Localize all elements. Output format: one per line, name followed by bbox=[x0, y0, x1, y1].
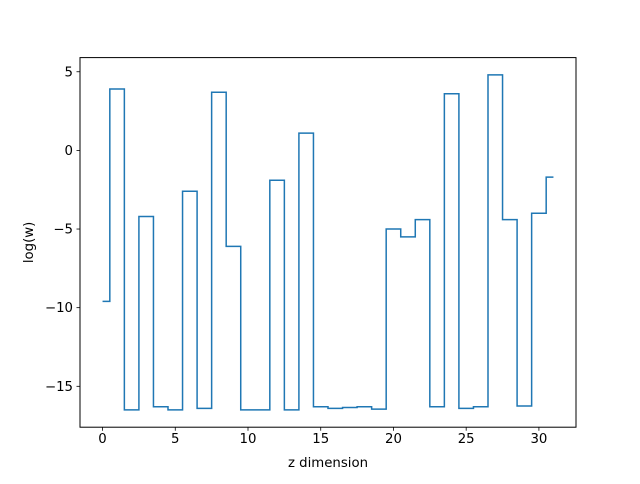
x-tick-label: 0 bbox=[98, 432, 106, 447]
y-tick-label: −10 bbox=[45, 301, 73, 316]
y-axis: 5 0 −5 −10 −15 bbox=[45, 65, 80, 395]
x-tick-label: 25 bbox=[458, 432, 475, 447]
y-tick-label: 0 bbox=[65, 144, 73, 159]
y-axis-label: log(w) bbox=[22, 222, 37, 264]
y-tick-label: 5 bbox=[65, 65, 73, 80]
plot-area bbox=[102, 74, 554, 411]
x-axis-label: z dimension bbox=[288, 456, 368, 471]
series-line bbox=[102, 74, 554, 411]
x-tick-label: 5 bbox=[171, 432, 179, 447]
x-tick-label: 15 bbox=[312, 432, 329, 447]
x-tick-label: 30 bbox=[530, 432, 547, 447]
y-tick-label: −5 bbox=[53, 223, 73, 238]
x-tick-label: 20 bbox=[385, 432, 402, 447]
y-tick-label: −15 bbox=[45, 380, 73, 395]
x-axis: 0 5 10 15 20 25 30 bbox=[98, 427, 547, 447]
plot-frame bbox=[79, 57, 577, 428]
x-tick-label: 10 bbox=[240, 432, 257, 447]
